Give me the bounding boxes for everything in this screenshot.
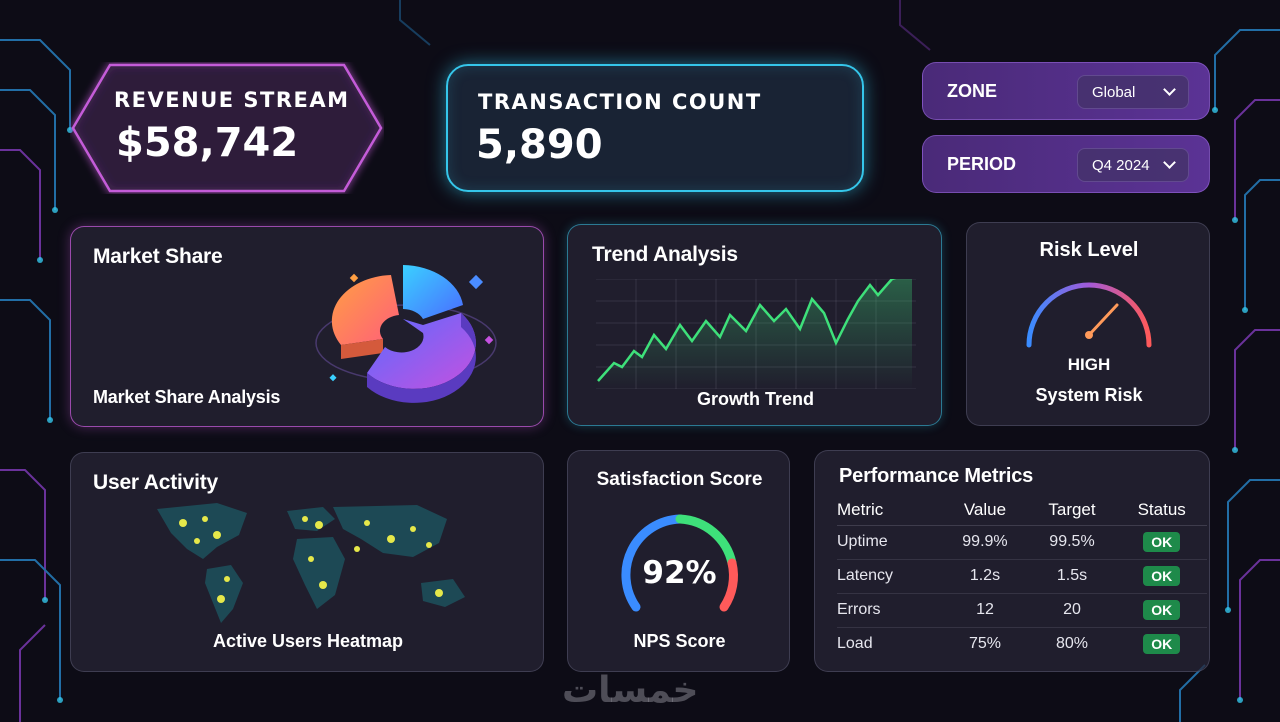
satisfaction-caption: NPS Score [633,631,726,651]
column-header-value: Value [942,495,1028,526]
satisfaction-gauge [621,514,738,612]
metric-name: Load [837,635,873,653]
performance-metrics-card: Performance Metrics Metric Value Target … [814,450,1210,672]
status-badge: OK [1143,600,1181,620]
status-badge: OK [1143,532,1181,552]
risk-level-caption: System Risk [1035,385,1143,405]
metric-name: Latency [837,559,943,594]
metric-name: Errors [837,593,943,628]
kpi-revenue-label: REVENUE STREAM [114,88,350,112]
satisfaction-card: Satisfaction Score 92% NPS Score [567,450,790,672]
world-map-heatmap [157,503,465,623]
table-row: Uptime 99.9% 99.5% OK [837,525,1207,560]
period-select-value: Q4 2024 [1092,157,1150,174]
trend-analysis-title: Trend Analysis [592,243,738,266]
user-activity-card: User Activity Active Users Heatmap [70,452,544,672]
metric-target: 1.5s [1027,559,1117,594]
zone-filter: ZONE Global [922,62,1210,120]
donut-chart-icon [315,265,497,403]
market-share-card: Market Share Market Share Analysis [70,226,544,427]
metric-target: 99.5% [1027,525,1117,560]
watermark-logo: خمسات [562,670,699,711]
metric-target: 80% [1055,635,1088,653]
kpi-card-revenue-frame [71,63,383,193]
performance-table: Metric Value Target Status Uptime 99.9% … [837,495,1207,661]
satisfaction-title: Satisfaction Score [596,469,763,490]
metric-value: 1.2s [942,559,1028,594]
trend-analysis-card: Trend Analysis Growth Trend [567,224,942,426]
metric-value: 99.9% [942,525,1028,560]
performance-metrics-title: Performance Metrics [839,465,1034,487]
status-badge: OK [1143,566,1181,586]
metric-value: 12 [942,593,1028,628]
chevron-down-icon [1163,83,1176,96]
market-share-caption: Market Share Analysis [93,387,281,407]
period-filter-label: PERIOD [947,154,1017,174]
column-header-status: Status [1116,495,1207,526]
kpi-transactions-label: TRANSACTION COUNT [478,90,762,114]
user-activity-title: User Activity [93,471,219,494]
table-row: Errors 12 20 OK [837,593,1207,628]
satisfaction-value: 92% [642,555,717,591]
zone-select[interactable]: Global [1077,75,1189,109]
period-select[interactable]: Q4 2024 [1077,148,1189,182]
status-badge: OK [1143,634,1181,655]
metric-value: 75% [968,635,1001,653]
kpi-card-revenue: REVENUE STREAM $58,742 [70,62,384,194]
period-filter: PERIOD Q4 2024 [922,135,1210,193]
trend-analysis-caption: Growth Trend [697,389,814,409]
growth-trend-chart [596,279,916,389]
metric-target: 20 [1027,593,1117,628]
risk-level-title: Risk Level [1039,239,1139,261]
chevron-down-icon [1163,156,1176,169]
metric-name: Uptime [837,525,943,560]
risk-gauge-icon [1026,282,1152,348]
user-activity-caption: Active Users Heatmap [212,631,404,651]
table-header-row: Metric Value Target Status [837,495,1207,526]
risk-level-card: Risk Level HIGH System Risk [966,222,1210,426]
risk-level-value: HIGH [1067,355,1111,374]
table-row: Load 75% 80% OK [837,627,1207,661]
kpi-revenue-value: $58,742 [116,120,299,166]
zone-filter-label: ZONE [947,81,998,101]
market-share-title: Market Share [93,245,223,268]
table-row: Latency 1.2s 1.5s OK [837,559,1207,594]
column-header-target: Target [1027,495,1117,526]
kpi-card-transactions: TRANSACTION COUNT 5,890 [446,64,864,192]
column-header-metric: Metric [837,495,943,526]
zone-select-value: Global [1092,84,1136,101]
kpi-transactions-value: 5,890 [476,122,603,168]
